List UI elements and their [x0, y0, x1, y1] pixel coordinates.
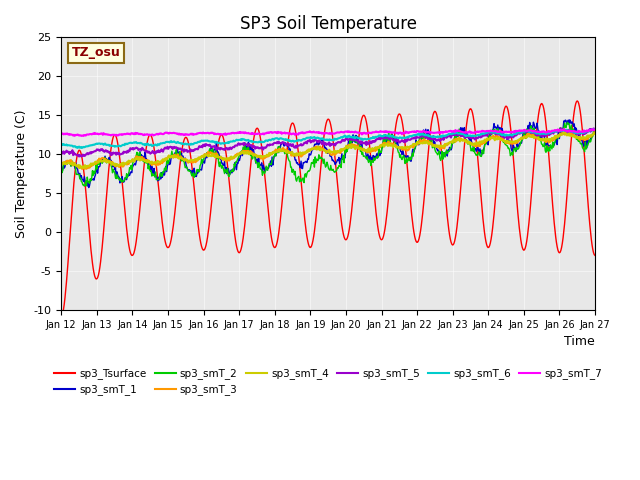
sp3_smT_4	[58, 162, 65, 168]
sp3_smT_5	[76, 154, 83, 159]
Legend: sp3_Tsurface, sp3_smT_1, sp3_smT_2, sp3_smT_3, sp3_smT_4, sp3_smT_5, sp3_smT_6, : sp3_Tsurface, sp3_smT_1, sp3_smT_2, sp3_…	[50, 364, 606, 399]
sp3_smT_6	[205, 138, 213, 144]
sp3_smT_3	[177, 154, 184, 159]
sp3_smT_1	[177, 150, 184, 156]
Title: SP3 Soil Temperature: SP3 Soil Temperature	[239, 15, 417, 33]
sp3_smT_6	[123, 141, 131, 146]
Y-axis label: Soil Temperature (C): Soil Temperature (C)	[15, 109, 28, 238]
sp3_smT_1	[67, 163, 75, 168]
sp3_smT_2	[81, 183, 88, 189]
Line: sp3_smT_4: sp3_smT_4	[61, 132, 595, 168]
sp3_smT_2	[205, 148, 213, 154]
sp3_smT_2	[58, 167, 65, 172]
sp3_smT_7	[205, 131, 213, 136]
sp3_smT_1	[394, 139, 401, 145]
Line: sp3_smT_3: sp3_smT_3	[61, 131, 595, 169]
sp3_smT_7	[560, 126, 568, 132]
sp3_smT_3	[67, 157, 75, 163]
sp3_smT_5	[67, 150, 75, 156]
sp3_smT_1	[410, 146, 417, 152]
sp3_smT_1	[591, 128, 599, 134]
sp3_Tsurface	[393, 117, 401, 123]
sp3_smT_4	[410, 141, 417, 147]
sp3_smT_6	[177, 141, 184, 146]
sp3_smT_4	[394, 144, 401, 150]
sp3_smT_3	[123, 161, 131, 167]
sp3_Tsurface	[204, 229, 212, 235]
sp3_Tsurface	[122, 218, 130, 224]
sp3_smT_2	[410, 153, 417, 159]
sp3_smT_3	[410, 144, 417, 150]
sp3_smT_4	[205, 152, 213, 157]
Line: sp3_smT_6: sp3_smT_6	[61, 129, 595, 148]
sp3_Tsurface	[67, 218, 75, 224]
sp3_smT_1	[58, 169, 65, 175]
Text: TZ_osu: TZ_osu	[72, 47, 121, 60]
Line: sp3_smT_7: sp3_smT_7	[61, 129, 595, 136]
sp3_smT_4	[561, 130, 568, 135]
sp3_Tsurface	[176, 161, 184, 167]
sp3_smT_2	[67, 163, 75, 169]
sp3_smT_4	[591, 131, 599, 136]
sp3_smT_2	[177, 157, 184, 163]
sp3_smT_5	[394, 138, 401, 144]
sp3_smT_3	[58, 161, 65, 167]
sp3_smT_6	[589, 126, 597, 132]
sp3_smT_4	[177, 155, 184, 161]
sp3_smT_7	[410, 129, 417, 134]
sp3_smT_7	[177, 131, 184, 137]
sp3_smT_5	[123, 150, 131, 156]
Line: sp3_smT_5: sp3_smT_5	[61, 128, 595, 156]
sp3_smT_4	[67, 161, 75, 167]
sp3_smT_1	[123, 177, 131, 182]
sp3_smT_3	[205, 151, 213, 157]
sp3_smT_1	[205, 152, 213, 158]
sp3_smT_7	[80, 133, 88, 139]
sp3_smT_5	[557, 125, 564, 131]
sp3_smT_4	[123, 160, 131, 166]
sp3_smT_7	[591, 127, 599, 133]
sp3_smT_6	[74, 145, 81, 151]
sp3_smT_7	[394, 130, 401, 136]
sp3_smT_3	[78, 166, 86, 172]
sp3_smT_5	[177, 146, 184, 152]
sp3_smT_6	[394, 135, 401, 141]
sp3_smT_6	[67, 143, 75, 148]
sp3_Tsurface	[408, 218, 416, 224]
sp3_smT_4	[80, 165, 88, 171]
sp3_smT_5	[205, 143, 213, 149]
sp3_Tsurface	[58, 315, 65, 321]
sp3_smT_6	[58, 143, 65, 148]
sp3_smT_7	[58, 131, 65, 137]
sp3_smT_3	[394, 144, 401, 150]
sp3_Tsurface	[591, 252, 599, 258]
sp3_smT_3	[562, 128, 570, 133]
sp3_smT_2	[394, 146, 401, 152]
sp3_smT_2	[591, 127, 599, 132]
sp3_smT_3	[591, 130, 599, 135]
Line: sp3_smT_2: sp3_smT_2	[61, 122, 595, 186]
sp3_smT_7	[67, 132, 75, 137]
sp3_smT_1	[85, 185, 93, 191]
sp3_smT_2	[564, 120, 572, 125]
X-axis label: Time: Time	[564, 335, 595, 348]
Line: sp3_smT_1: sp3_smT_1	[61, 120, 595, 188]
sp3_smT_1	[566, 117, 573, 123]
sp3_smT_5	[591, 126, 599, 132]
sp3_smT_7	[123, 131, 131, 137]
sp3_smT_5	[58, 151, 65, 157]
sp3_smT_2	[123, 171, 131, 177]
sp3_smT_5	[410, 136, 417, 142]
sp3_smT_6	[591, 127, 599, 132]
Line: sp3_Tsurface: sp3_Tsurface	[61, 101, 595, 318]
sp3_smT_6	[410, 132, 417, 138]
sp3_Tsurface	[573, 98, 581, 104]
